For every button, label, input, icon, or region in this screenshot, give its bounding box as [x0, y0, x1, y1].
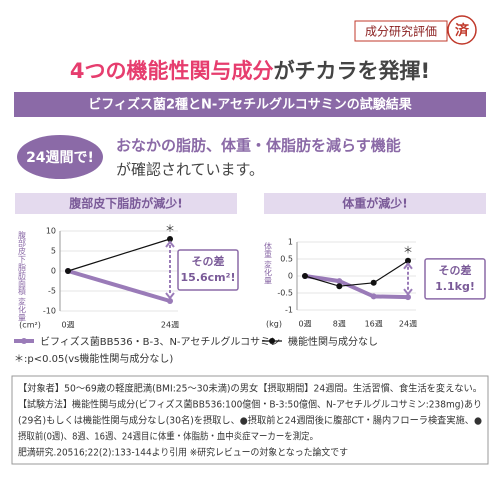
bubble: [17, 135, 103, 179]
data-point: [65, 268, 71, 274]
arrow-head: [165, 240, 175, 248]
data-point: [167, 236, 173, 242]
y-axis-label: 体重 変化量: [264, 241, 273, 285]
detail-line: 肥満研究.20516;22(2):133-144より引用 ※研究レビューの対象と…: [18, 447, 348, 459]
significance-star: ＊: [165, 224, 175, 235]
legend-label: 機能性関与成分なし: [288, 335, 378, 348]
y-tick-label: 10: [46, 227, 56, 236]
y-tick-label: 1: [288, 238, 293, 247]
footnote: ＊:p<0.05(vs機能性関与成分なし): [14, 352, 173, 365]
x-tick-label: 8週: [333, 320, 346, 329]
x-tick-label: 0週: [298, 320, 311, 329]
headline-rest: がチカラを発揮!: [274, 59, 431, 83]
detail-line: 【対象者】50～69歳の軽度肥満(BMI:25～30未満)の男女【摂取期間】24…: [18, 383, 482, 395]
series-line: [304, 260, 409, 287]
seal-text: 済: [455, 22, 470, 39]
chart-title: 腹部皮下脂肪が減少!: [69, 196, 182, 211]
data-point: [405, 257, 411, 264]
headline-highlight: 4つの機能性関与成分: [70, 59, 274, 83]
y-unit: (cm²): [19, 321, 41, 330]
data-point: [336, 283, 343, 290]
detail-line: (29名)もしくは機能性関与成分なし(30名)を摂取し、●摂取前と24週間後に腹…: [18, 415, 482, 427]
y-unit: (kg): [266, 320, 282, 329]
chart-header: [15, 193, 237, 214]
legend-label: ビフィズス菌BB536・B-3、N-アセチルグルコサミン: [40, 335, 280, 348]
y-axis-label: 腹部皮下脂肪面積 変化量: [18, 230, 27, 322]
data-point: [370, 293, 377, 300]
legend-dot: [269, 338, 275, 344]
series-line: [67, 238, 171, 272]
y-tick-label: 0.5: [280, 255, 293, 264]
chart-title: 体重が減少!: [342, 196, 407, 211]
data-point: [167, 298, 173, 304]
data-point: [370, 279, 377, 286]
data-point: [405, 294, 411, 301]
diff-label: その差: [192, 254, 225, 268]
y-tick-label: 0: [288, 272, 293, 281]
badge-frame: [354, 20, 448, 42]
intro-line: おなかの脂肪、体重・体脂肪を減らす機能: [116, 137, 401, 155]
y-tick-label: -10: [43, 307, 56, 316]
arrow-head: [403, 262, 413, 270]
seal: [447, 15, 477, 45]
badge-text: 成分研究評価: [365, 24, 437, 39]
detail-line: 【試験方法】機能性関与成分(ビフィズス菌BB536:100億個・B-3:50億個…: [18, 399, 482, 411]
bubble-text: 24週間で!: [26, 150, 94, 166]
x-tick-label: 24週: [161, 321, 179, 330]
y-tick-label: 5: [51, 247, 56, 256]
y-tick-label: -5: [48, 287, 56, 296]
data-point: [302, 273, 308, 279]
intro-line: が確認されています。: [116, 161, 264, 179]
banner-text: ビフィズス菌2種とN-アセチルグルコサミンの試験結果: [88, 97, 412, 113]
x-tick-label: 24週: [399, 320, 417, 329]
x-tick-label: 0週: [61, 321, 74, 330]
detail-line: 摂取前(0週)、8週、16週、24週目に体重・体脂肪・血中炎症マーカーを測定。: [18, 431, 318, 443]
arrow-head: [165, 292, 175, 300]
series-line: [304, 274, 409, 300]
diff-value: 15.6cm²!: [181, 271, 236, 284]
diff-value: 1.1kg!: [435, 280, 475, 293]
significance-star: ＊: [403, 246, 413, 257]
headline: 4つの機能性関与成分がチカラを発揮!: [70, 59, 430, 83]
banner: [14, 92, 486, 117]
arrow-head: [403, 288, 413, 296]
y-tick-label: 0: [51, 267, 56, 276]
series-line: [67, 269, 171, 303]
data-point: [336, 278, 343, 285]
details-box: [11, 375, 489, 465]
x-tick-label: 16週: [365, 320, 383, 329]
diff-box: [424, 258, 486, 300]
diff-box: [177, 249, 239, 291]
chart-header: [264, 193, 486, 214]
y-tick-label: -0.5: [277, 289, 293, 298]
y-tick-label: -1: [285, 306, 293, 315]
legend-dot: [21, 338, 27, 344]
diff-label: その差: [439, 263, 472, 277]
